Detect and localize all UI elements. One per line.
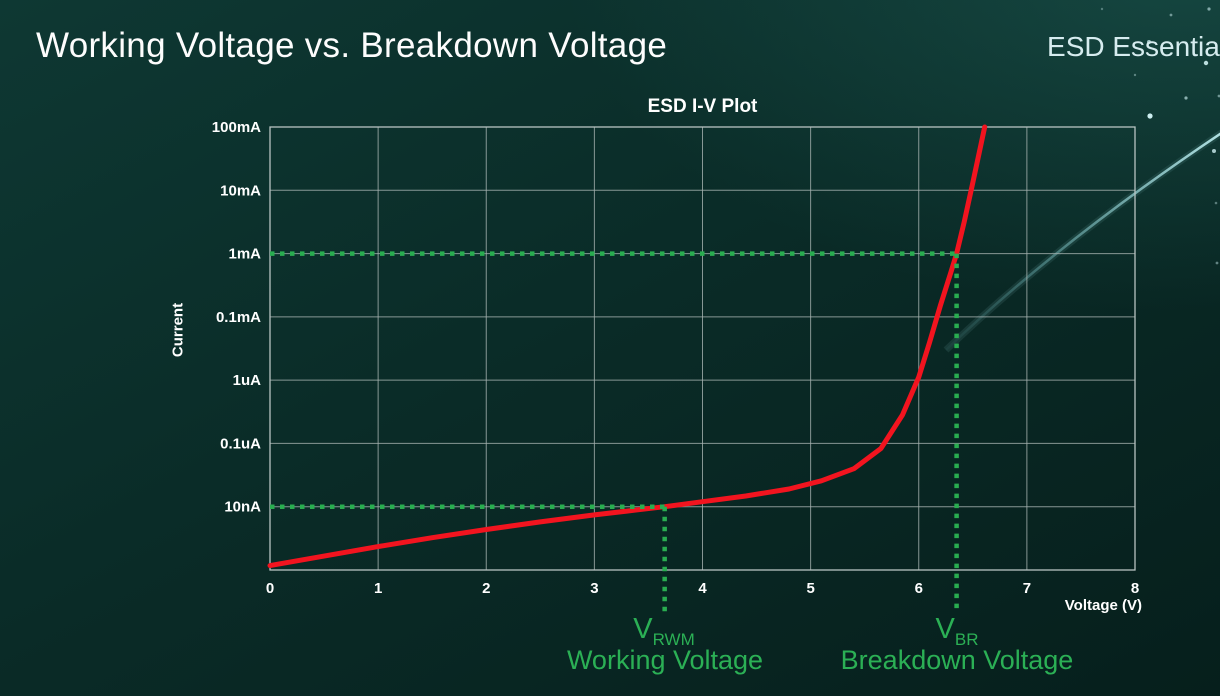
- x-tick-label: 0: [266, 580, 274, 597]
- breakdown-voltage-v: V: [935, 613, 955, 645]
- breakdown-voltage-symbol: VBR: [892, 613, 1022, 649]
- x-tick-label: 5: [806, 580, 814, 597]
- x-tick-label: 1: [374, 580, 382, 597]
- swoosh-glow: [943, 129, 1220, 353]
- x-tick-label: 7: [1023, 580, 1031, 597]
- x-axis-label: Voltage (V): [1064, 597, 1142, 614]
- iv-curve: [267, 124, 988, 569]
- working-voltage-v: V: [633, 613, 653, 645]
- x-tick-label: 2: [482, 580, 490, 597]
- x-tick-label: 8: [1131, 580, 1139, 597]
- x-tick-label: 3: [590, 580, 598, 597]
- x-tick-label: 4: [698, 580, 707, 597]
- y-tick-label: 1mA: [228, 246, 261, 263]
- page-title: Working Voltage vs. Breakdown Voltage: [36, 26, 668, 65]
- breakdown-voltage-subscript: BR: [954, 629, 979, 649]
- y-tick-label: 10mA: [220, 182, 261, 199]
- working-voltage-symbol: VRWM: [599, 613, 729, 649]
- y-tick-label: 100mA: [212, 119, 261, 136]
- working-voltage-subscript: RWM: [652, 629, 695, 649]
- x-tick-label: 6: [915, 580, 923, 597]
- y-axis-label: Current: [169, 302, 187, 358]
- y-tick-label: 0.1mA: [216, 309, 261, 326]
- swoosh-line: [945, 132, 1220, 351]
- plot-border: [269, 126, 1136, 571]
- y-tick-label: 10nA: [224, 499, 261, 516]
- y-tick-label: 0.1uA: [220, 435, 261, 452]
- brand-text: ESD Essential: [1047, 31, 1220, 62]
- chart-title: ESD I-V Plot: [647, 96, 758, 117]
- working-voltage-caption: Working Voltage: [566, 645, 764, 675]
- y-tick-label: 1uA: [233, 372, 262, 389]
- breakdown-voltage-caption: Breakdown Voltage: [840, 645, 1074, 675]
